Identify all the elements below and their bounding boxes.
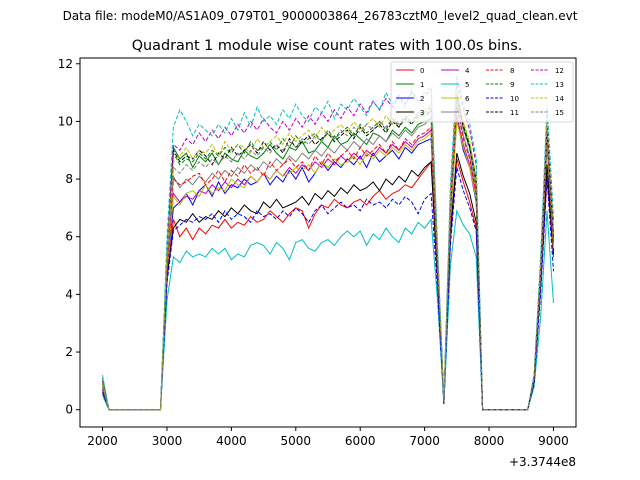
legend-label-5: 5 [465,81,469,89]
legend-label-7: 7 [465,109,469,117]
legend-label-9: 9 [510,81,514,89]
x-tick-label: 2000 [87,434,118,448]
x-tick-label: 4000 [216,434,247,448]
series-line-4 [102,115,554,411]
y-tick-label: 2 [65,345,73,359]
plot-lines [102,75,554,411]
y-axis: 0 2 4 6 8 10 12 [58,57,80,417]
x-tick-label: 5000 [281,434,312,448]
series-line-8 [102,106,554,411]
legend-label-6: 6 [465,95,470,103]
x-offset-label: +3.3744e8 [509,455,576,469]
legend-label-15: 15 [555,109,564,117]
x-tick-label: 6000 [345,434,376,448]
x-tick-label: 7000 [409,434,440,448]
x-tick-label: 9000 [538,434,569,448]
y-tick-label: 12 [58,57,73,71]
legend-box [390,61,574,123]
legend-label-3: 3 [420,109,424,117]
series-line-13 [102,75,554,411]
y-tick-label: 8 [65,172,73,186]
legend-label-13: 13 [555,81,564,89]
x-axis: 2000 3000 4000 5000 6000 7000 8000 9000 [87,427,569,448]
legend-label-0: 0 [420,67,424,75]
legend-label-12: 12 [555,67,564,75]
chart-title: Quadrant 1 module wise count rates with … [132,38,523,54]
y-tick-label: 10 [58,114,73,128]
legend-label-1: 1 [420,81,424,89]
y-tick-label: 6 [65,230,73,244]
plot-frame [79,57,577,428]
data-file-header: Data file: modeM0/AS1A09_079T01_90000038… [63,9,578,23]
legend-label-11: 11 [510,109,519,117]
legend-label-4: 4 [465,67,470,75]
series-line-14 [102,89,554,411]
series-line-2 [102,118,554,411]
series-line-6 [102,121,554,411]
series-line-5 [102,208,554,411]
legend-label-8: 8 [510,67,514,75]
series-line-10 [102,167,554,411]
x-tick-label: 8000 [474,434,505,448]
x-tick-label: 3000 [152,434,183,448]
y-tick-label: 4 [65,287,73,301]
series-line-12 [102,80,554,411]
legend-label-14: 14 [555,95,564,103]
y-tick-label: 0 [65,403,73,417]
legend-label-10: 10 [510,95,519,103]
legend-label-2: 2 [420,95,424,103]
